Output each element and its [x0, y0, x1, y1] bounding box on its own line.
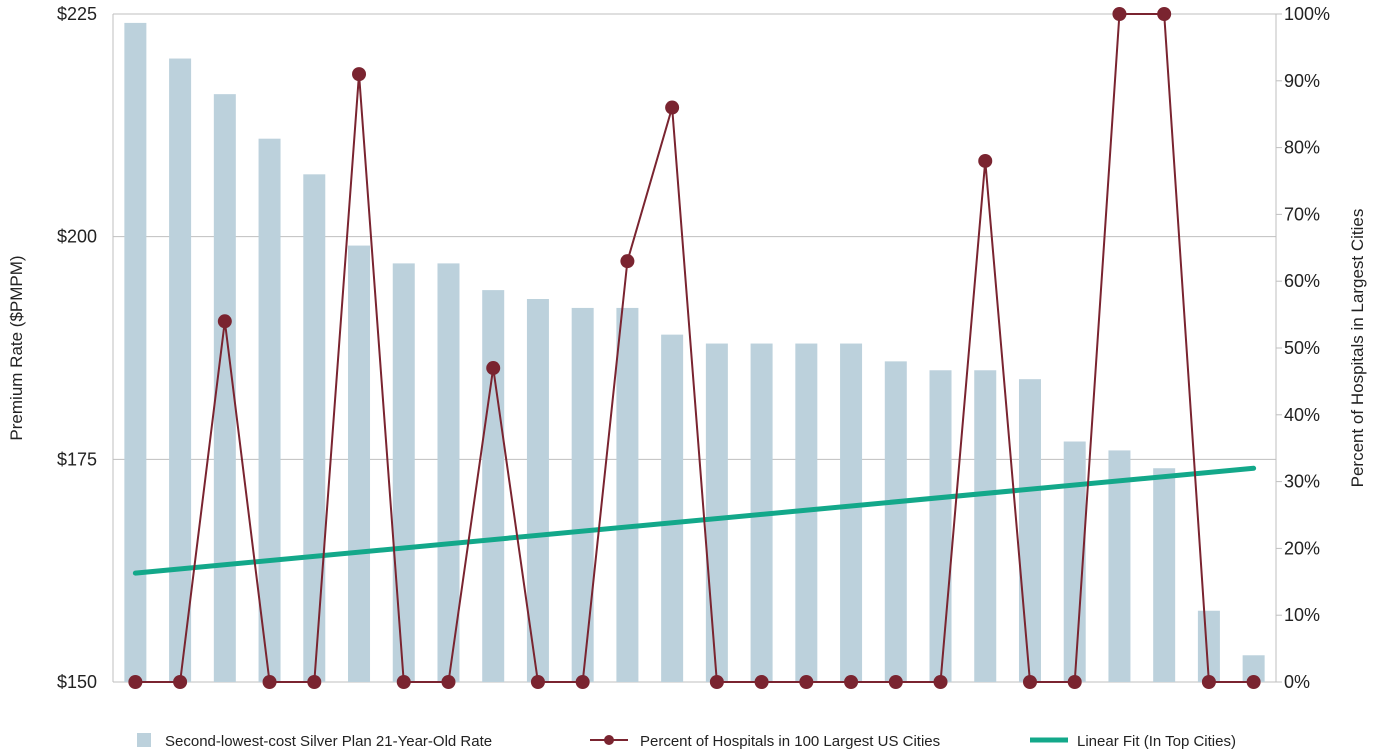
bar: [884, 361, 907, 682]
hospital-percent-series: [128, 7, 1261, 689]
bar: [1018, 379, 1041, 682]
bar: [482, 290, 505, 682]
left-tick-label: $150: [57, 672, 97, 692]
right-tick-label: 40%: [1284, 405, 1320, 425]
percent-marker: [1022, 675, 1037, 689]
percent-marker: [888, 675, 903, 689]
left-tick-label: $225: [57, 4, 97, 24]
percent-marker: [173, 675, 188, 689]
bar: [929, 370, 952, 682]
percent-marker: [844, 675, 859, 689]
legend: Second-lowest-cost Silver Plan 21-Year-O…: [137, 733, 1236, 750]
bar: [795, 343, 818, 682]
linear-fit-series: [132, 465, 1257, 576]
bar: [1242, 655, 1265, 682]
percent-marker: [352, 67, 367, 82]
grid-lines: [112, 13, 1277, 683]
percent-marker: [396, 675, 411, 689]
bar: [661, 334, 684, 682]
bar: [258, 138, 281, 682]
percent-marker: [1067, 675, 1082, 689]
percent-marker: [620, 254, 635, 269]
percent-marker: [799, 675, 814, 689]
percent-marker: [262, 675, 277, 689]
percent-marker: [441, 675, 456, 689]
bar: [392, 263, 415, 682]
right-tick-label: 90%: [1284, 71, 1320, 91]
percent-marker: [933, 675, 948, 689]
legend-line-label: Percent of Hospitals in 100 Largest US C…: [640, 733, 940, 750]
linear-fit-line: [132, 465, 1257, 576]
percent-marker: [486, 361, 501, 376]
bar: [1108, 450, 1131, 682]
left-axis-ticks: $150 $175 $200 $225: [57, 4, 97, 692]
percent-line: [135, 13, 1254, 683]
bar: [437, 263, 460, 682]
percent-marker: [709, 675, 724, 689]
bar: [1063, 441, 1086, 682]
percent-marker: [1112, 7, 1127, 21]
percent-marker: [530, 675, 545, 689]
right-tick-label: 100%: [1284, 4, 1330, 24]
percent-marker: [1246, 675, 1261, 689]
bar: [840, 343, 863, 682]
percent-marker: [217, 314, 232, 329]
bar-series: [124, 22, 1265, 683]
legend-bar-swatch: [137, 733, 151, 747]
percent-marker: [978, 153, 993, 168]
left-tick-label: $175: [57, 449, 97, 469]
bar: [213, 94, 236, 682]
right-tick-label: 10%: [1284, 605, 1320, 625]
percent-marker: [665, 100, 680, 115]
bar: [571, 307, 594, 682]
bar: [169, 58, 192, 683]
right-tick-label: 20%: [1284, 538, 1320, 558]
right-tick-label: 60%: [1284, 271, 1320, 291]
right-axis-title: Percent of Hospitals in Largest Cities: [1348, 209, 1367, 488]
bar: [705, 343, 728, 682]
right-tick-label: 80%: [1284, 138, 1320, 158]
left-axis-title: Premium Rate ($PMPM): [7, 255, 26, 440]
percent-marker: [128, 675, 143, 689]
legend-line-marker: [604, 735, 614, 745]
bar: [303, 174, 326, 682]
bar: [616, 307, 639, 682]
percent-marker: [1201, 675, 1216, 689]
percent-marker: [1157, 7, 1172, 21]
right-tick-label: 70%: [1284, 204, 1320, 224]
right-axis-ticks: 0% 10% 20% 30% 40% 50% 60% 70% 80% 90% 100%: [1276, 4, 1330, 692]
left-tick-label: $200: [57, 227, 97, 247]
right-tick-label: 0%: [1284, 672, 1310, 692]
bar: [974, 370, 997, 682]
bar: [124, 22, 147, 682]
right-tick-label: 50%: [1284, 338, 1320, 358]
percent-marker: [754, 675, 769, 689]
bar: [1153, 468, 1176, 682]
bar: [348, 245, 371, 682]
bar: [526, 299, 549, 682]
legend-fit-label: Linear Fit (In Top Cities): [1077, 733, 1236, 750]
legend-bar-label: Second-lowest-cost Silver Plan 21-Year-O…: [165, 733, 492, 750]
right-tick-label: 30%: [1284, 472, 1320, 492]
bar: [1197, 610, 1220, 682]
percent-marker: [307, 675, 322, 689]
percent-marker: [575, 675, 590, 689]
